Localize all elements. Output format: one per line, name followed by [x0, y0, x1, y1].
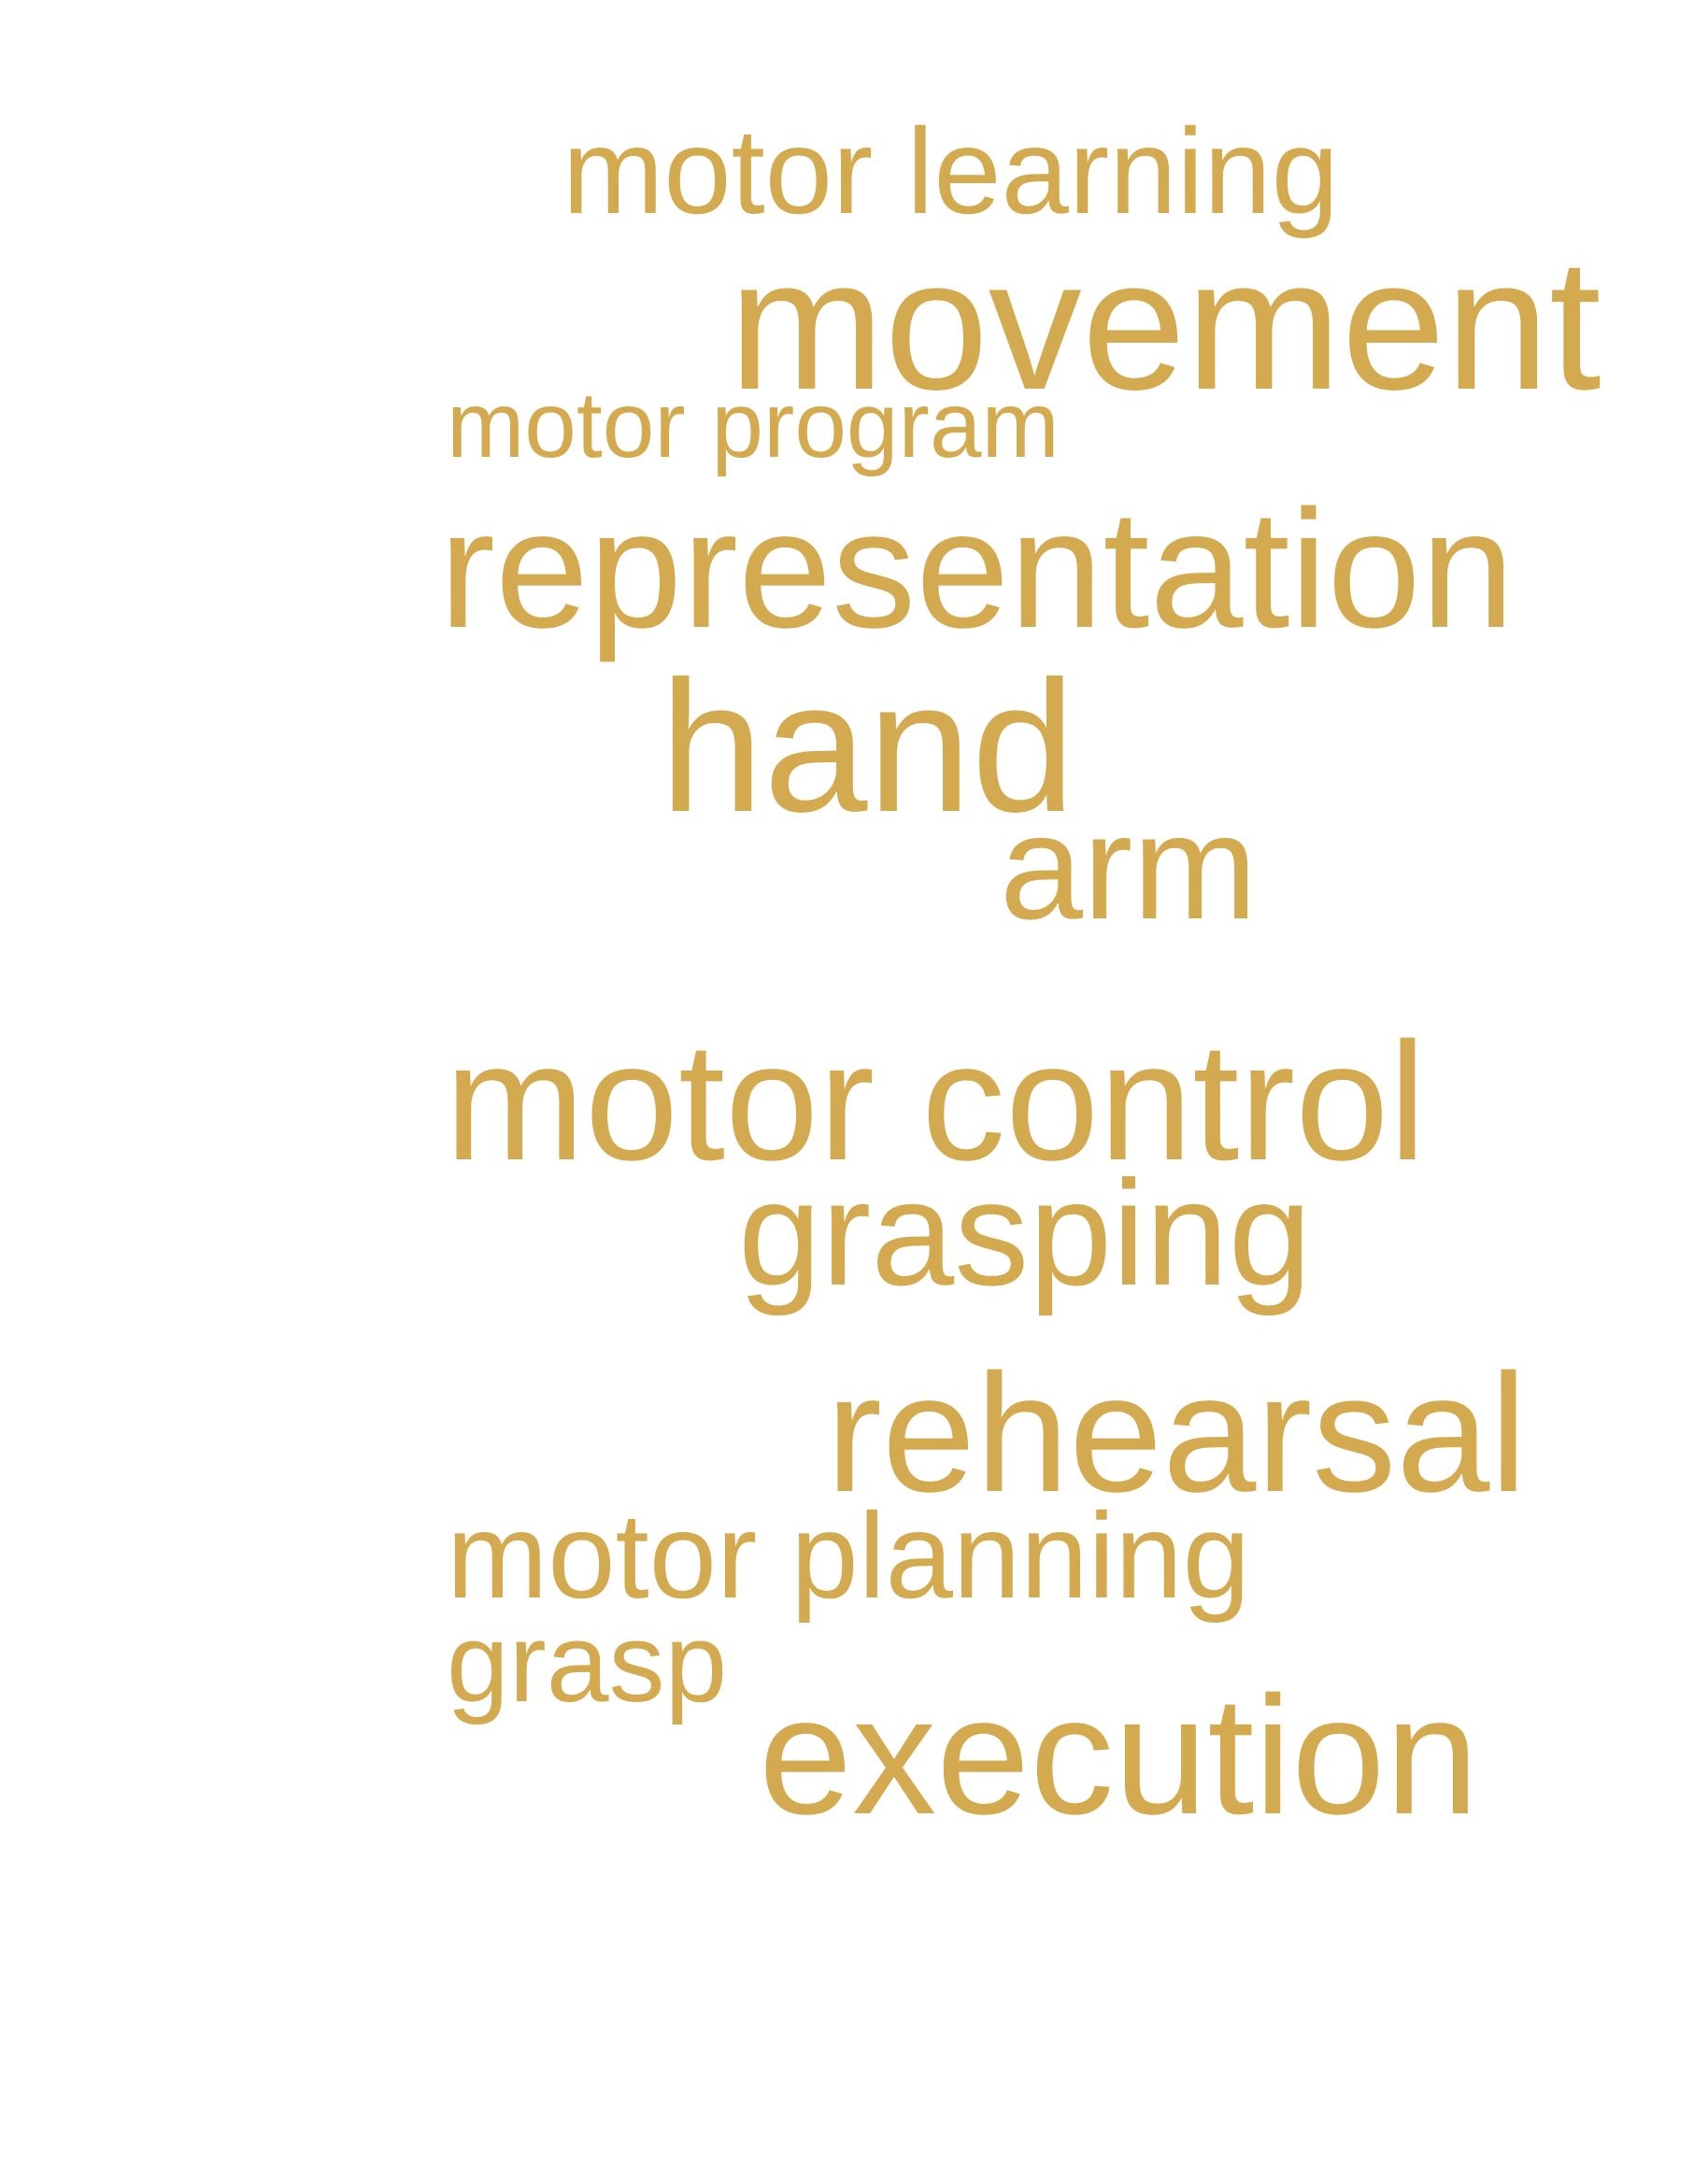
word-motor-control: motor control	[445, 1008, 1427, 1196]
word-grasp: grasp	[447, 1600, 728, 1725]
word-execution: execution	[759, 1662, 1479, 1850]
word-arm: arm	[1000, 783, 1258, 950]
word-rehearsal: rehearsal	[826, 1340, 1528, 1527]
word-representation: representation	[439, 476, 1515, 663]
word-hand: hand	[660, 643, 1075, 851]
word-motor-planning: motor planning	[447, 1487, 1250, 1624]
word-motor-program: motor program	[447, 373, 1060, 477]
word-motor-learning: motor learning	[562, 103, 1339, 239]
word-grasping: grasping	[738, 1149, 1312, 1316]
word-movement: movement	[729, 220, 1601, 429]
